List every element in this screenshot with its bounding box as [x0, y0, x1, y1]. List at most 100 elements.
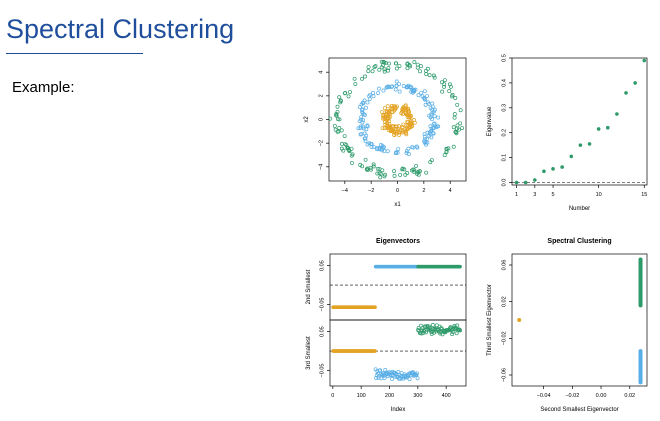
data-point [416, 93, 421, 98]
data-point [360, 76, 365, 81]
data-point [431, 73, 436, 78]
data-point [393, 87, 398, 92]
data-point [364, 105, 368, 110]
data-point [389, 128, 394, 133]
data-point [393, 151, 398, 156]
eigenvector-point [428, 325, 432, 330]
data-point [427, 113, 432, 118]
data-point [404, 106, 409, 111]
y-axis-label: 3rd Smallest [306, 336, 312, 370]
data-point [424, 170, 429, 175]
series-2 [380, 103, 417, 137]
x-tick-label: −2 [368, 188, 374, 194]
data-point [344, 143, 349, 148]
y-tick-label: 0.05 [319, 326, 325, 337]
example-label: Example: [12, 79, 75, 96]
chart-title: Spectral Clustering [547, 238, 611, 245]
data-point [359, 115, 364, 120]
data-point [451, 144, 456, 149]
data-point [382, 106, 387, 111]
eigenvalue-point [514, 180, 519, 185]
eigenvalue-point [642, 58, 647, 63]
data-point [349, 153, 354, 158]
data-point [405, 84, 410, 89]
data-point [446, 146, 451, 151]
eigenvector-point [382, 376, 387, 380]
data-point [375, 171, 380, 176]
x-tick-label: 0 [331, 393, 334, 399]
data-point [415, 65, 420, 70]
data-point [452, 115, 457, 120]
data-point [364, 167, 369, 172]
segment-2 [416, 264, 462, 269]
y-tick-label: 0.4 [501, 79, 507, 87]
title-underline [6, 53, 143, 54]
y-axis-label: 2nd Smallest [306, 269, 312, 304]
eigenvector-point [389, 373, 394, 378]
data-point [454, 131, 459, 136]
data-point [432, 114, 437, 119]
x-tick-label: 400 [442, 393, 451, 399]
y-tick-label: 0.2 [501, 129, 507, 137]
data-point [403, 172, 408, 177]
data-point [422, 89, 427, 94]
data-point [400, 125, 405, 130]
data-point [371, 94, 376, 99]
data-point [337, 117, 342, 122]
segment-0 [331, 305, 377, 309]
panel-frame [329, 253, 467, 321]
data-point [392, 103, 396, 108]
x-tick-label: 3 [533, 192, 536, 198]
data-point [401, 83, 406, 88]
panel-frame [329, 319, 467, 387]
x-axis-label: Second Smallest Eigenvector [540, 407, 618, 413]
data-point [387, 121, 392, 126]
data-point [420, 94, 425, 99]
data-point [406, 152, 411, 156]
data-point [382, 69, 387, 74]
data-point [431, 122, 436, 126]
data-point [425, 94, 429, 98]
data-point [352, 76, 357, 81]
eigenvalue-point [560, 165, 564, 169]
data-point [409, 168, 414, 173]
data-point [397, 133, 401, 137]
data-point [360, 120, 365, 125]
data-point [383, 115, 388, 120]
eigenvector-point [415, 376, 420, 381]
x-tick-label: 10 [596, 192, 602, 198]
data-point [451, 125, 456, 130]
data-point [360, 107, 365, 112]
data-point [424, 137, 429, 141]
eigenvector-point [378, 368, 383, 373]
data-point [385, 120, 390, 125]
x-tick-label: 15 [641, 192, 647, 198]
data-point [419, 90, 424, 95]
data-point [380, 126, 385, 131]
data-point [334, 113, 339, 118]
data-point [365, 124, 370, 129]
data-point [385, 109, 390, 114]
data-point [440, 89, 445, 94]
data-point [395, 150, 400, 155]
data-point [337, 126, 342, 130]
eigenvector-point [457, 327, 462, 332]
data-point [399, 111, 404, 116]
y-tick-label: −0.05 [319, 364, 325, 378]
data-point [425, 66, 430, 71]
spectral-clustering-plot: Spectral Clustering −0.04 −0.02 0.00 0.02 −0.… [487, 238, 648, 413]
data-point [447, 89, 452, 94]
data-point [377, 146, 382, 151]
y-tick-label: 0.1 [501, 154, 507, 162]
data-point [369, 142, 374, 147]
data-point [447, 82, 452, 87]
data-point [375, 166, 380, 171]
data-point [356, 126, 361, 131]
data-point [328, 116, 333, 121]
data-point [432, 107, 437, 112]
y-tick-label: 0.0 [501, 179, 507, 187]
data-point [363, 74, 367, 79]
data-point [394, 66, 399, 71]
data-point [415, 145, 420, 150]
data-point [398, 172, 403, 177]
